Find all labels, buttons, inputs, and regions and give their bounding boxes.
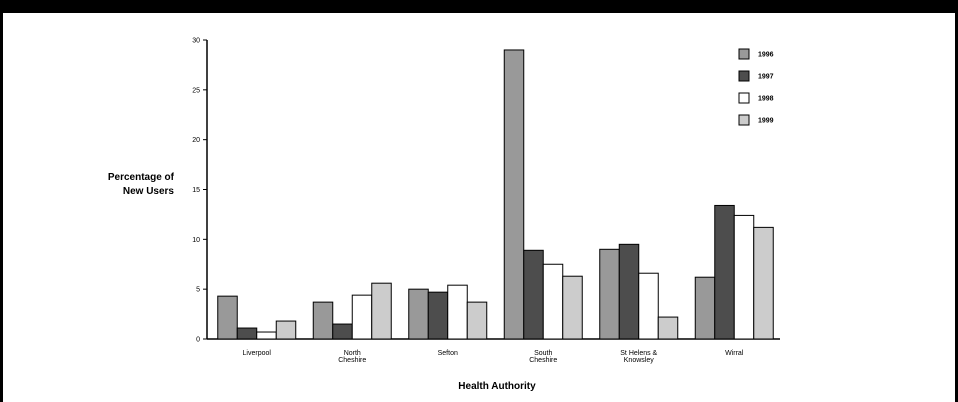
legend-label: 1998 [758,96,774,103]
bar-1997-1 [332,323,353,340]
y-tick-label: 20 [192,137,200,144]
legend: 1996 1997 1998 1999 [738,48,774,126]
y-tick-label: 10 [192,237,200,244]
bar-1998-0 [256,331,277,340]
legend-swatch-1996 [738,48,750,60]
bar-1997-3 [523,249,544,340]
y-tick-label: 5 [196,287,200,294]
category-label: Knowsley [624,357,654,364]
bar-1999-1 [371,282,392,340]
category-label: Cheshire [338,357,366,364]
legend-swatch-1998 [738,92,750,104]
bar-1997-5 [714,204,735,340]
bar-1998-5 [733,214,755,340]
y-axis-title: Percentage of New Users [108,172,175,197]
bar-1996-3 [503,49,525,340]
bar-1996-2 [408,288,429,340]
bar-1998-3 [542,263,564,340]
category-label: Liverpool [243,350,272,357]
bar-1999-5 [753,226,774,340]
bar-1997-4 [618,243,640,340]
legend-label: 1997 [758,74,774,81]
legend-swatch-1999 [738,114,750,126]
category-label: Sefton [438,350,458,357]
bar-1998-2 [447,284,468,340]
category-label: Cheshire [529,357,557,364]
top-border [0,0,958,13]
category-label: Wirral [725,350,744,357]
bar-1997-0 [236,327,258,340]
category-label: St Helens & [620,350,657,357]
legend-label: 1996 [758,52,774,59]
bars [217,49,774,340]
bar-1996-5 [694,276,716,340]
y-axis-title-line: New Users [123,186,175,197]
bar-1999-3 [562,275,583,340]
bar-1999-0 [275,320,297,340]
y-tick-label: 30 [192,38,200,45]
y-tick-label: 15 [192,187,200,194]
x-axis-title: Health Authority [458,381,536,392]
y-tick-label: 25 [192,87,200,94]
legend-label: 1999 [758,118,774,125]
bar-1998-1 [351,294,373,340]
category-label: South [534,350,552,357]
bar-1999-2 [466,301,488,340]
left-border [0,0,3,402]
y-axis-title-line: Percentage of [108,172,175,183]
bar-1997-2 [427,291,449,340]
y-axis: 0 5 10 15 20 25 30 [192,38,208,344]
bar-1998-4 [638,272,659,340]
right-border [955,0,958,402]
bar-1996-0 [217,295,238,340]
category-label: North [344,350,361,357]
bar-1996-4 [599,248,620,340]
bar-1999-4 [657,316,679,340]
legend-swatch-1997 [738,70,750,82]
bar-1996-1 [312,301,334,340]
y-tick-label: 0 [196,337,200,344]
